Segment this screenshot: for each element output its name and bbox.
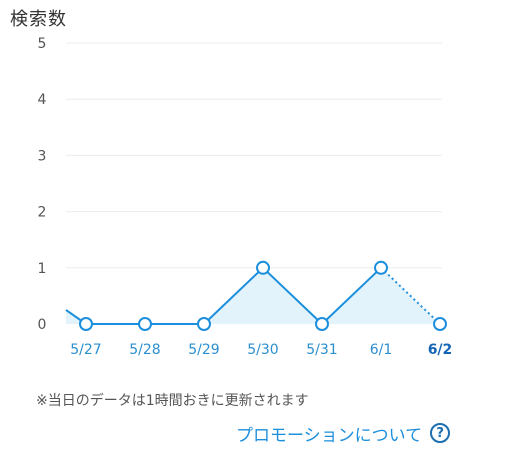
y-tick-label: 0 (38, 317, 47, 333)
y-tick-label: 3 (38, 148, 47, 164)
data-point (79, 317, 93, 331)
x-tick-label: 5/30 (247, 342, 278, 358)
x-tick-label: 6/1 (370, 342, 393, 358)
y-tick-label: 5 (38, 36, 47, 52)
x-tick-label: 5/27 (70, 342, 101, 358)
x-tick-label: 5/31 (306, 342, 337, 358)
series-area (66, 267, 440, 324)
x-tick-label: 5/29 (188, 342, 219, 358)
promotion-link-label: プロモーションについて (236, 425, 423, 446)
update-note: ※当日のデータは1時間おきに更新されます (36, 393, 309, 409)
x-tick-label: 5/28 (129, 342, 160, 358)
search-count-chart: 0 1 2 3 4 5 5/27 5/28 5/29 5/30 5/31 6/1 6/2 (38, 36, 453, 358)
y-tick-label: 2 (38, 205, 47, 221)
data-point (315, 317, 329, 331)
series-line-current-day (380, 267, 441, 325)
promotion-link[interactable]: プロモーションについて ? (236, 421, 451, 446)
y-tick-label: 1 (38, 261, 47, 277)
data-point (197, 317, 211, 331)
y-tick-label: 4 (38, 92, 47, 108)
data-point (433, 317, 447, 331)
help-circle-icon[interactable]: ? (430, 423, 451, 443)
data-point (374, 260, 388, 275)
x-tick-label-current: 6/2 (428, 342, 453, 358)
chart-title: 検索数 (10, 9, 67, 30)
data-point (256, 260, 270, 275)
data-point (138, 317, 152, 331)
